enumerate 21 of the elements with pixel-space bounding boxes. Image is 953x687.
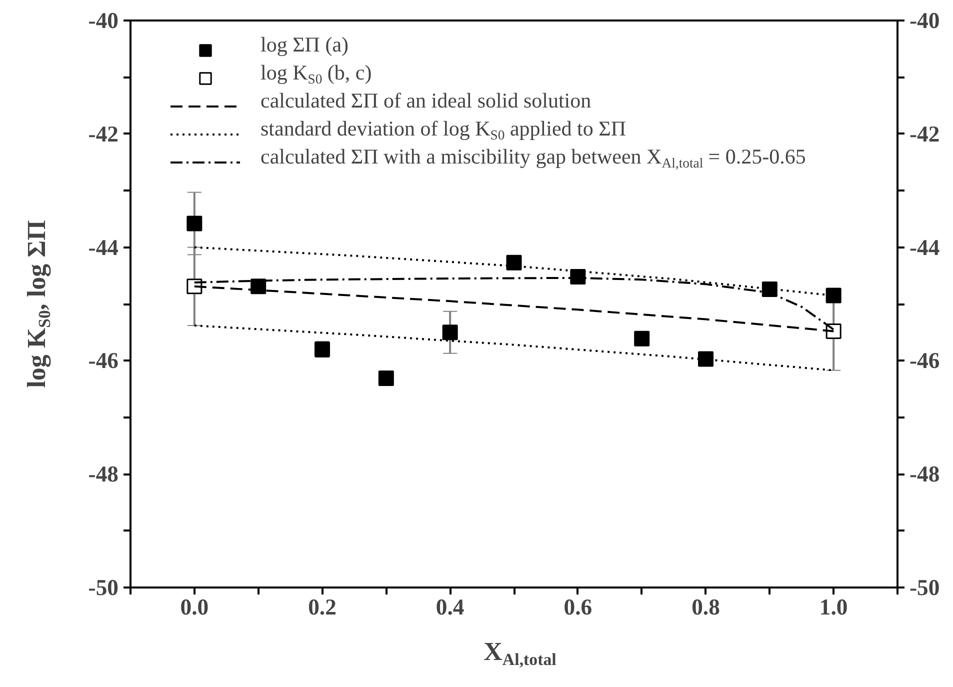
y-axis-title: log KS0, log ΣΠ <box>22 220 54 388</box>
y-tick-label: -40 <box>88 8 118 33</box>
x-tick-label: 0.2 <box>308 594 336 620</box>
legend-label: log ΣΠ (a) <box>260 32 349 56</box>
y-tick-label: -46 <box>88 348 118 374</box>
legend-label: calculated ΣΠ of an ideal solid solution <box>260 88 592 112</box>
y-tick-label: -50 <box>88 575 118 600</box>
x-tick-label: 0.8 <box>692 594 720 620</box>
x-tick-label: 0.6 <box>564 594 592 620</box>
y-tick-label: -44 <box>88 234 118 260</box>
y2-tick-label: -42 <box>910 121 940 146</box>
y2-tick-label: -48 <box>910 462 940 487</box>
x-tick-label: 1.0 <box>819 594 848 620</box>
x-tick-label: 0.4 <box>436 594 464 620</box>
y2-tick-label: -44 <box>910 234 940 260</box>
text: 0.0 <box>180 594 209 620</box>
y2-tick-label: -50 <box>910 575 940 600</box>
y-tick-label: -48 <box>88 462 118 487</box>
y-tick-label: -42 <box>88 121 118 146</box>
y2-tick-label: -40 <box>910 8 940 33</box>
y2-tick-label: -46 <box>910 348 940 374</box>
